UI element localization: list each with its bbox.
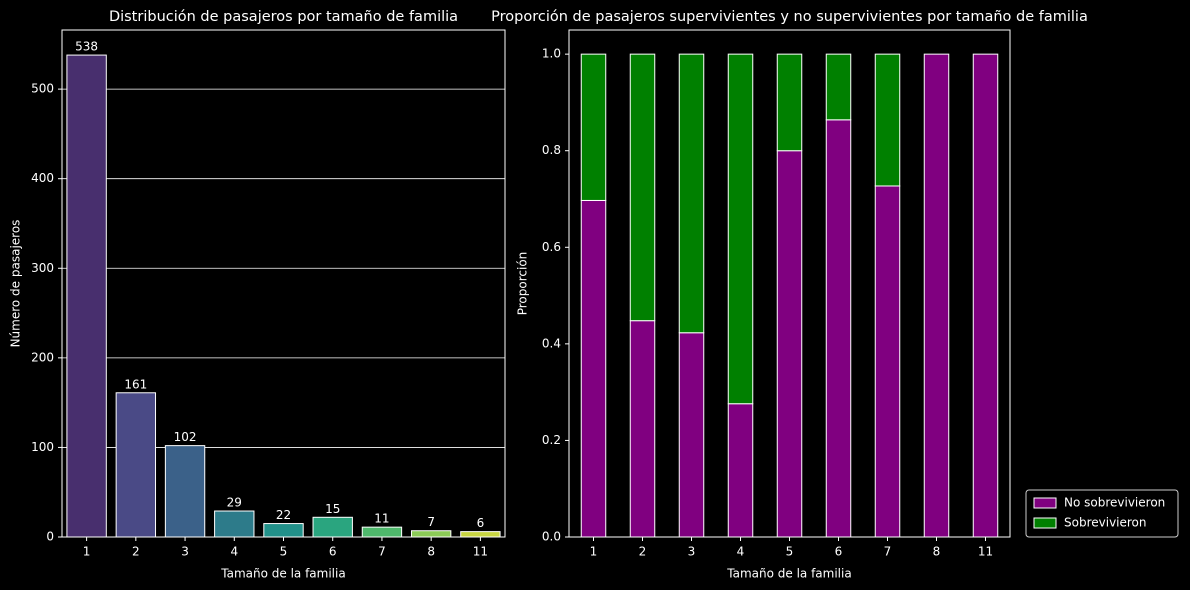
bar — [460, 531, 501, 538]
value-label: 22 — [276, 508, 291, 522]
bar — [66, 54, 107, 538]
y-tick-label: 400 — [31, 171, 54, 185]
value-label: 102 — [174, 430, 197, 444]
y-tick-label: 0.4 — [542, 336, 561, 350]
y-tick-label: 1.0 — [542, 47, 561, 61]
bar-segment — [678, 53, 705, 334]
bar — [214, 510, 255, 538]
bar-segment — [629, 320, 656, 538]
bar — [164, 445, 206, 538]
bar-segment — [580, 199, 607, 538]
bar-segment — [678, 332, 705, 538]
value-label: 161 — [124, 377, 147, 391]
y-tick-label: 0.2 — [542, 433, 561, 447]
y-tick-label: 100 — [31, 440, 54, 454]
x-tick-label: 4 — [737, 545, 745, 559]
bar-segment — [923, 53, 950, 538]
y-axis-label: Proporción — [516, 252, 530, 316]
x-tick-label: 6 — [835, 545, 843, 559]
bar-segment — [776, 150, 803, 538]
x-tick-label: 4 — [230, 545, 238, 559]
chart-title: Proporción de pasajeros supervivientes y… — [491, 9, 1088, 25]
x-tick-label: 1 — [590, 545, 598, 559]
x-tick-label: 6 — [329, 545, 337, 559]
x-tick-label: 1 — [83, 545, 91, 559]
bar-segment — [727, 53, 754, 405]
x-axis-label: Tamaño de la familia — [220, 567, 345, 581]
x-tick-label: 2 — [639, 545, 647, 559]
x-tick-label: 8 — [933, 545, 941, 559]
legend-box — [1025, 489, 1179, 538]
bar — [263, 523, 304, 538]
x-tick-label: 7 — [884, 545, 892, 559]
x-tick-label: 7 — [378, 545, 386, 559]
bar-segment — [629, 53, 656, 322]
bar-segment — [825, 53, 852, 121]
y-tick-label: 200 — [31, 350, 54, 364]
x-tick-label: 11 — [473, 545, 488, 559]
value-label: 15 — [325, 502, 340, 516]
bar-segment — [825, 119, 852, 538]
bar-segment — [776, 53, 803, 152]
y-tick-label: 0.0 — [542, 530, 561, 544]
x-tick-label: 2 — [132, 545, 140, 559]
bar — [361, 526, 403, 538]
bar — [410, 530, 452, 538]
bar — [115, 392, 157, 538]
y-tick-label: 0 — [46, 530, 54, 544]
axes-frame — [61, 29, 506, 538]
x-axis-label: Tamaño de la familia — [726, 567, 851, 581]
bar — [312, 516, 353, 538]
y-tick-label: 500 — [31, 82, 54, 96]
x-tick-label: 3 — [181, 545, 189, 559]
bar-segment — [874, 185, 901, 538]
chart-title: Distribución de pasajeros por tamaño de … — [109, 9, 458, 25]
bar-segment — [580, 53, 607, 201]
bar-segment — [727, 403, 754, 538]
legend-label: Sobrevivieron — [1064, 516, 1147, 530]
legend-swatch — [1033, 497, 1057, 509]
value-label: 29 — [227, 496, 242, 510]
y-tick-label: 0.8 — [542, 143, 561, 157]
x-tick-label: 5 — [280, 545, 288, 559]
x-tick-label: 11 — [978, 545, 993, 559]
x-tick-label: 5 — [786, 545, 794, 559]
legend-swatch — [1033, 517, 1057, 529]
y-axis-label: Número de pasajeros — [9, 220, 23, 348]
y-tick-label: 0.6 — [542, 240, 561, 254]
value-label: 11 — [374, 512, 389, 526]
x-tick-label: 3 — [688, 545, 696, 559]
axes-frame — [568, 29, 1011, 538]
value-label: 6 — [477, 516, 485, 530]
legend-label: No sobrevivieron — [1064, 496, 1165, 510]
value-label: 538 — [75, 40, 98, 54]
y-tick-label: 300 — [31, 261, 54, 275]
bar-segment — [972, 53, 999, 538]
value-label: 7 — [427, 515, 435, 529]
x-tick-label: 8 — [427, 545, 435, 559]
bar-segment — [874, 53, 901, 187]
